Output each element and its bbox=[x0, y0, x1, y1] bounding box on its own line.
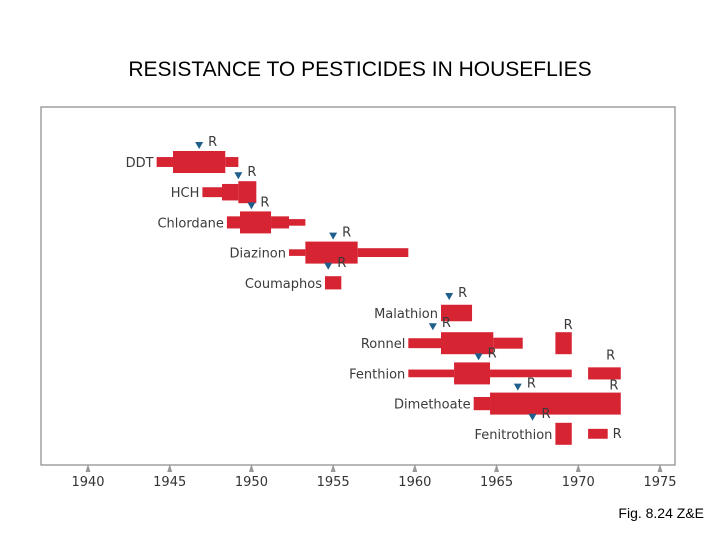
resistance-marker bbox=[329, 232, 338, 240]
pesticide-label-diazinon: Diazinon bbox=[230, 247, 286, 262]
bar-segment-chlordane bbox=[239, 211, 272, 234]
resistance-marker bbox=[234, 172, 243, 180]
resistance-marker bbox=[195, 142, 204, 149]
bar-segment-fenitrothion bbox=[555, 422, 572, 445]
bar-segment-fenthion bbox=[588, 367, 621, 380]
bars-layer bbox=[156, 151, 621, 445]
plot-frame bbox=[40, 106, 676, 466]
resistance-marker bbox=[513, 383, 522, 391]
pesticide-label-coumaphos: Coumaphos bbox=[245, 277, 322, 292]
axis-tick-label: 1965 bbox=[480, 475, 513, 490]
axis-tick-mark bbox=[657, 464, 663, 472]
bar-segment-hch bbox=[222, 183, 239, 201]
late-resistance-label: R bbox=[609, 379, 618, 394]
bar-segment-ddt bbox=[172, 151, 226, 173]
resistance-label: R bbox=[260, 195, 269, 210]
bar-segment-chlordane bbox=[271, 216, 290, 229]
late-resistance-label: R bbox=[564, 318, 573, 333]
resistance-label: R bbox=[342, 226, 351, 241]
page-title: RESISTANCE TO PESTICIDES IN HOUSEFLIES bbox=[128, 58, 592, 81]
bar-segment-ronnel bbox=[555, 332, 572, 355]
resistance-label: R bbox=[442, 316, 451, 331]
resistance-label: R bbox=[527, 377, 536, 392]
axis-tick-mark bbox=[167, 464, 173, 472]
bar-segment-chlordane bbox=[289, 219, 306, 226]
late-resistance-label: R bbox=[606, 348, 615, 363]
axis-tick-label: 1950 bbox=[235, 475, 268, 490]
resistance-marker bbox=[474, 353, 483, 361]
bar-segment-malathion bbox=[441, 304, 473, 322]
axis-tick-label: 1975 bbox=[643, 475, 676, 490]
pesticide-label-dimethoate: Dimethoate bbox=[394, 398, 471, 413]
pesticide-label-fenthion: Fenthion bbox=[349, 367, 405, 382]
axis-tick-label: 1955 bbox=[317, 475, 350, 490]
resistance-label: R bbox=[337, 256, 346, 271]
bar-segment-ronnel bbox=[493, 337, 523, 349]
pesticide-label-chlordane: Chlordane bbox=[157, 216, 223, 231]
bar-segment-fenthion bbox=[454, 362, 491, 385]
bar-segment-ddt bbox=[225, 157, 239, 167]
figure-caption: Fig. 8.24 Z&E bbox=[618, 505, 704, 521]
bar-segment-ronnel bbox=[408, 338, 442, 349]
pesticide-label-ddt: DDT bbox=[126, 156, 154, 171]
bar-segment-hch bbox=[238, 181, 257, 204]
resistance-marker bbox=[324, 262, 333, 270]
bar-segment-ddt bbox=[156, 157, 173, 167]
resistance-label: R bbox=[488, 346, 497, 361]
resistance-label: R bbox=[542, 407, 551, 422]
x-axis: 1940 1945 1950 1955 1960 1965 1970 1975 bbox=[71, 464, 677, 490]
axis-tick-label: 1945 bbox=[153, 475, 186, 490]
resistance-label: R bbox=[247, 165, 256, 180]
axis-tick-mark bbox=[575, 464, 581, 472]
pesticide-label-fenitrothion: Fenitrothion bbox=[475, 428, 553, 443]
axis-tick-mark bbox=[248, 464, 254, 472]
late-resistance-label: R bbox=[613, 427, 622, 442]
bar-segment-fenitrothion bbox=[588, 428, 608, 439]
axis-tick-label: 1970 bbox=[562, 475, 595, 490]
resistance-label: R bbox=[458, 286, 467, 301]
bar-segment-diazinon bbox=[289, 249, 306, 256]
bar-segment-coumaphos bbox=[324, 276, 342, 290]
axis-tick-mark bbox=[494, 464, 500, 472]
axis-tick-label: 1960 bbox=[398, 475, 431, 490]
pesticide-label-ronnel: Ronnel bbox=[361, 337, 406, 352]
resistance-chart: 1940 1945 1950 1955 1960 1965 1970 1975 RRRRRRR… bbox=[40, 106, 677, 490]
pesticide-labels-layer: DDT HCH Chlordane Diazinon Coumaphos Malathio… bbox=[126, 156, 553, 443]
bar-segment-hch bbox=[202, 187, 223, 198]
pesticide-label-malathion: Malathion bbox=[374, 307, 438, 322]
bar-segment-diazinon bbox=[357, 248, 409, 257]
axis-tick-mark bbox=[85, 464, 91, 472]
resistance-label: R bbox=[208, 135, 217, 150]
bar-segment-fenthion bbox=[490, 369, 572, 378]
axis-tick-mark bbox=[412, 464, 418, 472]
resistance-marker bbox=[445, 293, 454, 300]
bar-segment-dimethoate bbox=[490, 392, 621, 415]
axis-tick-mark bbox=[330, 464, 336, 472]
bar-segment-dimethoate bbox=[473, 397, 491, 411]
resistance-marker bbox=[528, 413, 537, 421]
bar-segment-diazinon bbox=[305, 241, 358, 264]
resistance-marker bbox=[247, 202, 256, 210]
bar-segment-fenthion bbox=[408, 369, 455, 378]
pesticide-label-hch: HCH bbox=[171, 186, 200, 201]
axis-tick-label: 1940 bbox=[71, 475, 104, 490]
bar-segment-chlordane bbox=[226, 216, 240, 229]
bar-segment-ronnel bbox=[441, 332, 494, 355]
resistance-marker bbox=[428, 323, 437, 331]
